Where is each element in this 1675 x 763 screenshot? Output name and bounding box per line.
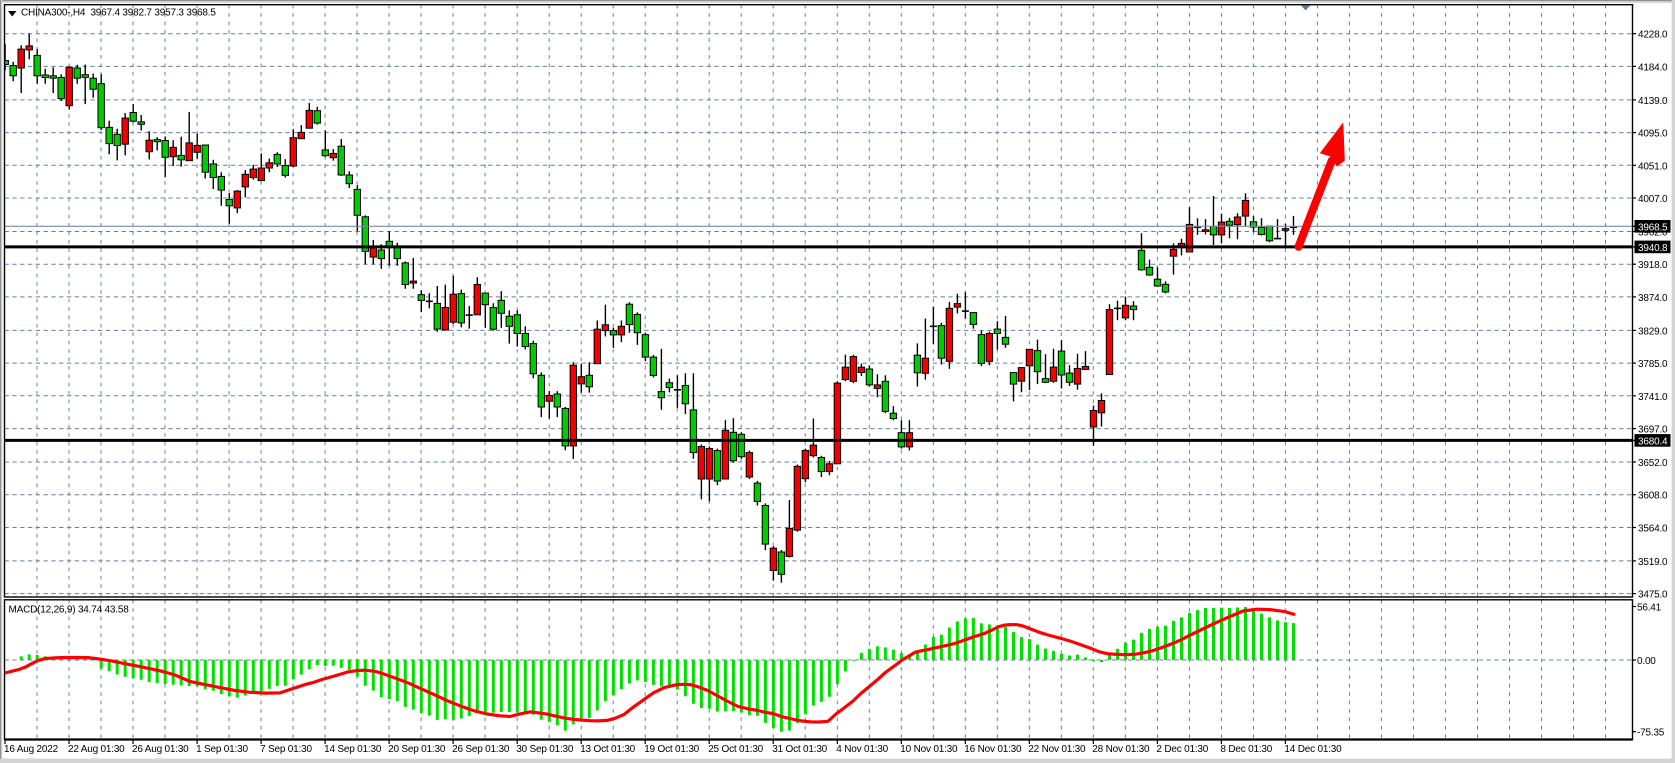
svg-text:3741.0: 3741.0 bbox=[1638, 392, 1668, 403]
svg-text:3475.0: 3475.0 bbox=[1638, 590, 1668, 601]
svg-text:4 Nov 01:30: 4 Nov 01:30 bbox=[836, 744, 888, 755]
svg-text:3519.0: 3519.0 bbox=[1638, 557, 1668, 568]
svg-text:13 Oct 01:30: 13 Oct 01:30 bbox=[580, 744, 635, 755]
svg-text:3697.0: 3697.0 bbox=[1638, 425, 1668, 436]
svg-text:3874.0: 3874.0 bbox=[1638, 293, 1668, 304]
svg-text:4139.0: 4139.0 bbox=[1638, 96, 1668, 107]
svg-text:16 Aug 2022: 16 Aug 2022 bbox=[4, 744, 59, 755]
svg-text:3829.0: 3829.0 bbox=[1638, 326, 1668, 337]
svg-text:3680.4: 3680.4 bbox=[1638, 436, 1668, 447]
svg-text:28 Nov 01:30: 28 Nov 01:30 bbox=[1092, 744, 1150, 755]
svg-text:-75.35: -75.35 bbox=[1637, 728, 1665, 739]
svg-text:8 Dec 01:30: 8 Dec 01:30 bbox=[1220, 744, 1272, 755]
svg-text:3652.0: 3652.0 bbox=[1638, 458, 1668, 469]
svg-text:MACD(12,26,9) 34.74 43.58: MACD(12,26,9) 34.74 43.58 bbox=[9, 605, 130, 616]
svg-text:7 Sep 01:30: 7 Sep 01:30 bbox=[260, 744, 312, 755]
svg-text:4184.0: 4184.0 bbox=[1638, 62, 1668, 73]
svg-text:0.00: 0.00 bbox=[1637, 656, 1656, 667]
svg-text:20 Sep 01:30: 20 Sep 01:30 bbox=[388, 744, 446, 755]
svg-text:14 Sep 01:30: 14 Sep 01:30 bbox=[324, 744, 382, 755]
svg-text:3785.0: 3785.0 bbox=[1638, 359, 1668, 370]
svg-text:4007.0: 4007.0 bbox=[1638, 194, 1668, 205]
svg-text:3968.5: 3968.5 bbox=[1638, 222, 1668, 233]
svg-text:22 Nov 01:30: 22 Nov 01:30 bbox=[1028, 744, 1086, 755]
svg-text:30 Sep 01:30: 30 Sep 01:30 bbox=[516, 744, 574, 755]
svg-text:19 Oct 01:30: 19 Oct 01:30 bbox=[644, 744, 699, 755]
svg-text:2 Dec 01:30: 2 Dec 01:30 bbox=[1156, 744, 1208, 755]
svg-text:4051.0: 4051.0 bbox=[1638, 161, 1668, 172]
svg-text:22 Aug 01:30: 22 Aug 01:30 bbox=[68, 744, 125, 755]
svg-text:26 Aug 01:30: 26 Aug 01:30 bbox=[132, 744, 189, 755]
svg-text:4095.0: 4095.0 bbox=[1638, 129, 1668, 140]
svg-text:16 Nov 01:30: 16 Nov 01:30 bbox=[964, 744, 1022, 755]
svg-text:4228.0: 4228.0 bbox=[1638, 30, 1668, 41]
svg-text:3940.8: 3940.8 bbox=[1638, 243, 1668, 254]
svg-text:3564.0: 3564.0 bbox=[1638, 524, 1668, 535]
svg-text:3608.0: 3608.0 bbox=[1638, 491, 1668, 502]
svg-text:CHINA300-,H4 3967.4 3982.7 39: CHINA300-,H4 3967.4 3982.7 3957.3 3968.5 bbox=[21, 8, 216, 19]
svg-text:1 Sep 01:30: 1 Sep 01:30 bbox=[196, 744, 248, 755]
svg-text:3962.0: 3962.0 bbox=[1638, 228, 1668, 239]
svg-text:25 Oct 01:30: 25 Oct 01:30 bbox=[708, 744, 763, 755]
svg-text:14 Dec 01:30: 14 Dec 01:30 bbox=[1284, 744, 1342, 755]
svg-text:3918.0: 3918.0 bbox=[1638, 260, 1668, 271]
svg-text:56.41: 56.41 bbox=[1637, 603, 1662, 614]
svg-text:10 Nov 01:30: 10 Nov 01:30 bbox=[900, 744, 958, 755]
svg-text:26 Sep 01:30: 26 Sep 01:30 bbox=[452, 744, 510, 755]
svg-text:31 Oct 01:30: 31 Oct 01:30 bbox=[772, 744, 827, 755]
